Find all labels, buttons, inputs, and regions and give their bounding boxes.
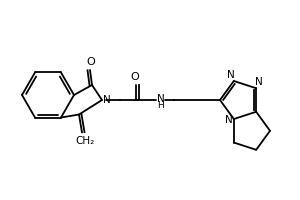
Text: N: N	[227, 70, 235, 80]
Text: N: N	[103, 95, 111, 105]
Text: O: O	[87, 57, 95, 67]
Text: N: N	[255, 77, 263, 87]
Text: CH₂: CH₂	[75, 136, 94, 146]
Text: N: N	[157, 94, 165, 104]
Text: O: O	[130, 72, 140, 82]
Text: H: H	[158, 100, 164, 110]
Text: N: N	[225, 115, 233, 125]
